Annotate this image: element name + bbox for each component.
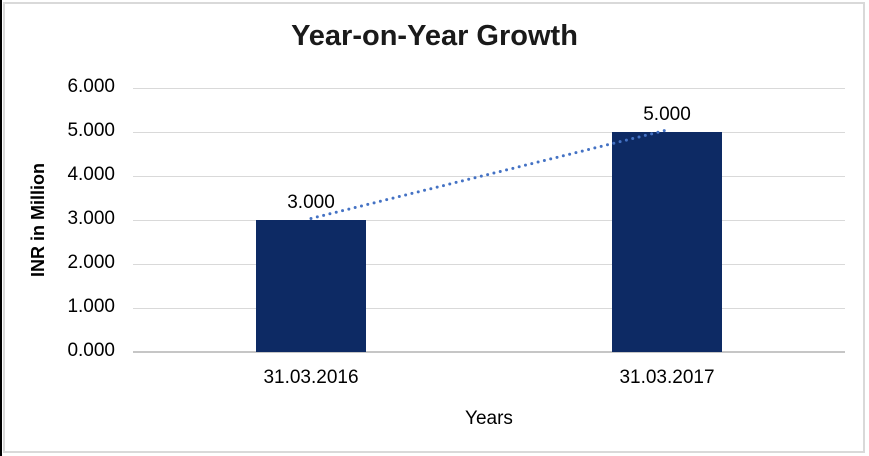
trendline-dotted <box>309 128 669 220</box>
category-label: 31.03.2017 <box>619 367 715 388</box>
gridline <box>133 308 845 309</box>
gridline <box>133 132 845 133</box>
gridline <box>133 176 845 177</box>
bar-value-label: 3.000 <box>287 192 335 213</box>
x-axis-title: Years <box>465 408 513 429</box>
trendline <box>309 128 669 220</box>
y-tick-label: 3.000 <box>67 208 115 229</box>
gridline <box>133 220 845 221</box>
chart-title: Year-on-Year Growth <box>291 20 578 52</box>
gridline <box>133 264 845 265</box>
y-tick-label: 5.000 <box>67 120 115 141</box>
plot-area <box>133 88 845 353</box>
x-axis-line <box>133 351 845 353</box>
gridline <box>133 88 845 89</box>
y-tick-label: 2.000 <box>67 252 115 273</box>
y-tick-label: 1.000 <box>67 296 115 317</box>
bar-31.03.2016 <box>256 220 366 352</box>
category-label: 31.03.2016 <box>263 367 359 388</box>
bar-31.03.2017 <box>612 132 722 352</box>
bar-value-label: 5.000 <box>643 104 691 125</box>
y-tick-label: 0.000 <box>67 340 115 361</box>
y-tick-label: 4.000 <box>67 164 115 185</box>
page-left-edge-line <box>0 0 2 456</box>
y-tick-label: 6.000 <box>67 76 115 97</box>
